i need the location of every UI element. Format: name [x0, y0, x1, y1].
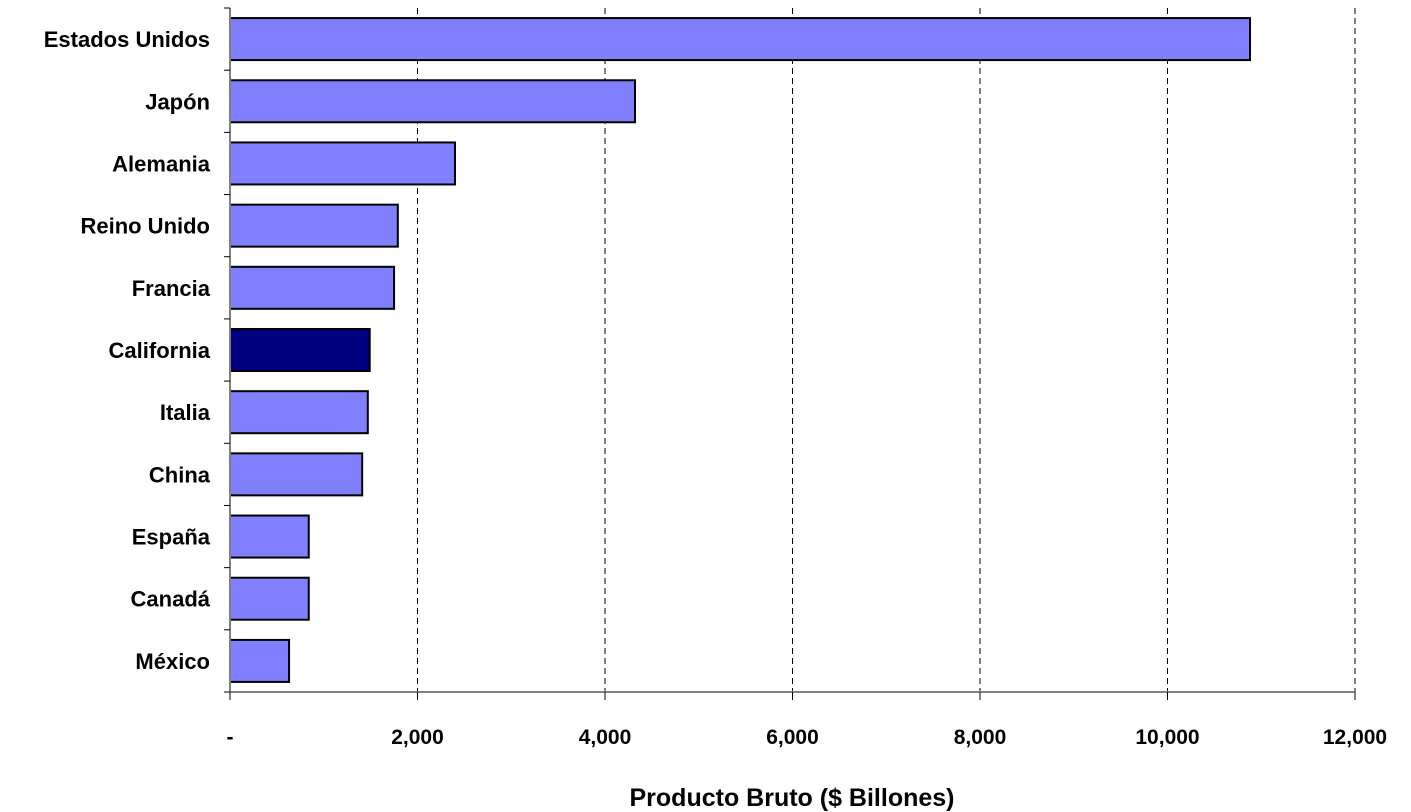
category-label-10: México [135, 649, 210, 674]
x-tick-label-4: 8,000 [954, 726, 1007, 749]
bar-1 [229, 79, 636, 124]
bar-7 [229, 452, 364, 497]
x-axis-title: Producto Bruto ($ Billones) [630, 784, 955, 812]
bar-8 [229, 514, 310, 559]
category-label-5: California [109, 338, 211, 363]
x-tick-label-1: 2,000 [391, 726, 444, 749]
x-tick-label-5: 10,000 [1135, 726, 1199, 749]
category-label-6: Italia [160, 400, 211, 425]
x-tick-label-6: 12,000 [1323, 726, 1387, 749]
bar-6 [229, 390, 369, 435]
category-label-0: Estados Unidos [44, 27, 210, 52]
bar-2 [229, 141, 456, 186]
bar-9 [229, 576, 310, 621]
bar-0 [229, 17, 1251, 62]
bar-10 [229, 638, 291, 683]
category-label-4: Francia [132, 276, 211, 301]
axes [224, 7, 1356, 700]
category-label-7: China [149, 462, 211, 487]
bar-4 [229, 265, 396, 310]
category-label-3: Reino Unido [80, 214, 210, 239]
category-label-2: Alemania [112, 151, 211, 176]
x-tick-label-2: 4,000 [579, 726, 632, 749]
category-label-9: Canadá [131, 587, 211, 612]
x-tick-label-3: 6,000 [766, 726, 819, 749]
bar-5 [229, 328, 371, 372]
tick-labels: - 2,000 4,000 6,000 8,000 10,000 12,000 [227, 726, 1388, 749]
category-label-1: Japón [145, 89, 210, 114]
bars [229, 17, 1251, 683]
category-label-8: España [132, 525, 211, 550]
category-labels: Estados Unidos Japón Alemania Reino Unido Fr… [44, 27, 211, 674]
bar-3 [229, 203, 399, 248]
x-tick-label-0: - [227, 726, 234, 749]
